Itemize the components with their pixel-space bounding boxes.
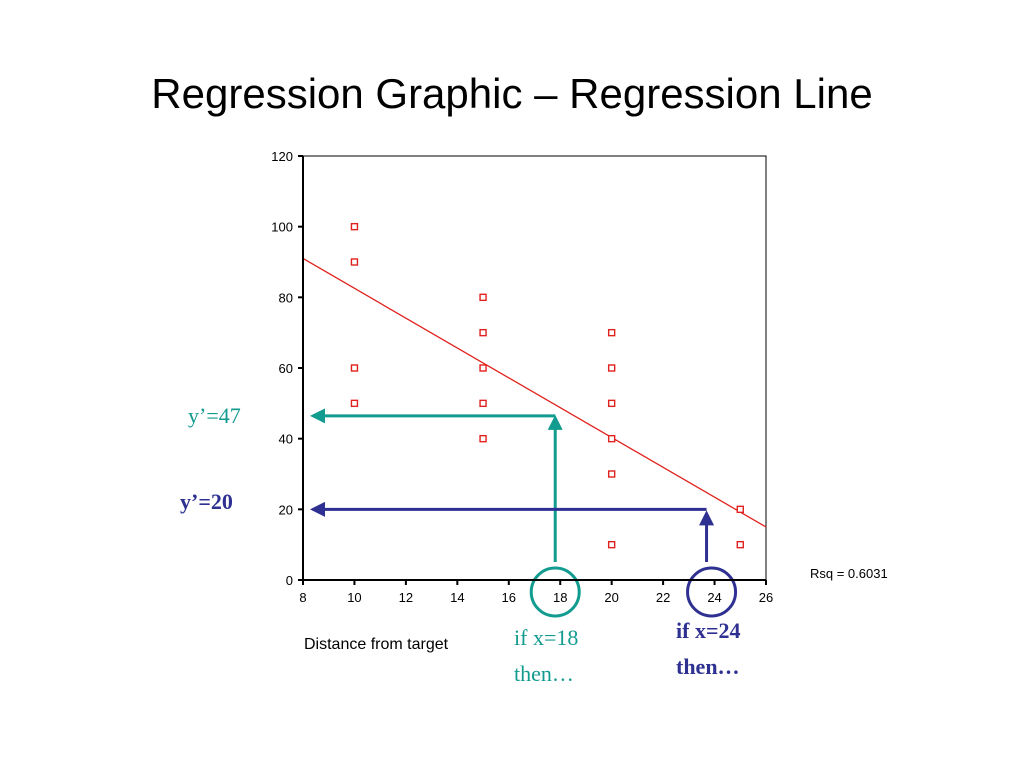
scatter-point [607, 399, 616, 408]
annotation-18: y’=47 if x=18 then… [188, 403, 581, 686]
x-axis-title: Distance from target [304, 636, 449, 653]
scatter-point [350, 222, 359, 231]
y-tick-label: 100 [271, 220, 293, 235]
x-tick-label: 10 [347, 590, 361, 605]
y-prime-label: y’=47 [188, 403, 241, 428]
annotation-24: y’=20 if x=24 then… [180, 489, 740, 679]
scatter-point [479, 364, 487, 372]
scatter-point [350, 258, 359, 266]
x-tick-label: 14 [450, 590, 464, 605]
x-tick-label: 24 [707, 590, 721, 605]
axes: 0 20 40 60 80 100 120 8 10 12 14 16 18 20 22 24 26 [271, 149, 773, 605]
x-highlight-circle [529, 566, 581, 618]
rsq-label: Rsq = 0.6031 [810, 566, 888, 581]
scatter-point [479, 399, 487, 408]
scatter-point [607, 434, 616, 443]
then-label: then… [676, 654, 740, 679]
y-tick-label: 120 [271, 149, 293, 164]
scatter-point [479, 328, 487, 337]
x-highlight-circle [686, 566, 738, 618]
scatter-point [607, 364, 616, 372]
y-tick-label: 40 [279, 432, 293, 447]
scatter-point [479, 434, 487, 443]
scatter-point [607, 470, 616, 478]
x-tick-label: 8 [299, 590, 306, 605]
y-prime-label: y’=20 [180, 489, 233, 514]
scatter-point [350, 364, 359, 372]
scatter-point [736, 505, 744, 514]
y-tick-label: 80 [279, 290, 293, 305]
x-tick-label: 26 [759, 590, 773, 605]
if-x-label: if x=18 [514, 625, 578, 650]
regression-line [302, 257, 767, 528]
y-tick-label: 0 [286, 573, 293, 588]
x-tick-label: 18 [553, 590, 567, 605]
if-x-label: if x=24 [676, 618, 740, 643]
slide-title: Regression Graphic – Regression Line [151, 70, 873, 117]
x-tick-label: 16 [502, 590, 516, 605]
x-tick-label: 22 [656, 590, 670, 605]
plot-frame [302, 155, 767, 581]
data-points [350, 222, 744, 549]
y-tick-label: 20 [279, 502, 293, 517]
then-label: then… [514, 661, 574, 686]
scatter-point [479, 293, 487, 302]
y-tick-label: 60 [279, 361, 293, 376]
x-tick-label: 12 [399, 590, 413, 605]
scatter-point [736, 540, 744, 549]
scatter-point [350, 399, 359, 408]
regression-line-path [302, 257, 767, 528]
plot-border [302, 155, 767, 581]
annotations: y’=47 if x=18 then… y’=20 if x=24 then… [180, 403, 740, 686]
scatter-point [607, 540, 616, 549]
scatter-point [607, 328, 616, 337]
x-tick-label: 20 [604, 590, 618, 605]
